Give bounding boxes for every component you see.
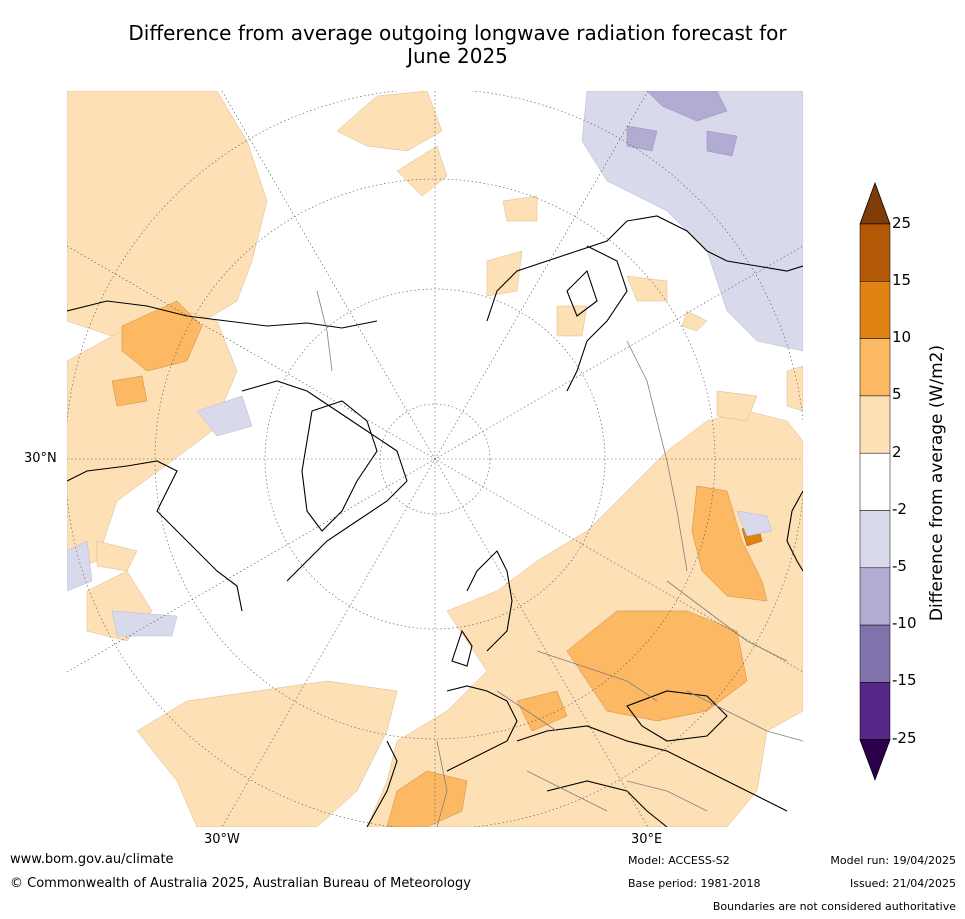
colorbar-segment xyxy=(859,281,891,339)
colorbar-segment xyxy=(859,223,891,282)
anomaly-5-10-positive xyxy=(111,300,768,827)
colorbar-segment xyxy=(859,338,891,397)
colorbar-title: Difference from average (W/m2) xyxy=(927,344,947,622)
colorbar-svg xyxy=(859,181,891,781)
chart-title: Difference from average outgoing longwav… xyxy=(120,22,795,68)
colorbar-tick-10: 10 xyxy=(892,328,912,346)
colorbar-tick-15: 15 xyxy=(892,271,912,289)
colorbar-segment xyxy=(859,395,891,454)
colorbar xyxy=(855,181,965,782)
map-svg xyxy=(67,91,803,827)
colorbar-tick-minus-10: -10 xyxy=(892,614,917,632)
colorbar-extend-top xyxy=(859,181,891,225)
lon-label-30w: 30°W xyxy=(204,832,240,847)
colorbar-extend-bottom xyxy=(859,739,891,781)
polar-map xyxy=(67,91,803,827)
footer-website: www.bom.gov.au/climate xyxy=(10,852,174,867)
footer-disclaimer: Boundaries are not considered authoritat… xyxy=(712,900,956,913)
colorbar-tick-25: 25 xyxy=(892,214,912,232)
colorbar-tick-minus-5: -5 xyxy=(892,557,907,575)
colorbar-segment xyxy=(859,567,891,626)
title-line-1: Difference from average outgoing longwav… xyxy=(128,21,787,45)
footer-model: Model: ACCESS-S2 xyxy=(628,854,730,867)
colorbar-tick-minus-15: -15 xyxy=(892,671,917,689)
colorbar-tick-2: 2 xyxy=(892,443,902,461)
title-line-2: June 2025 xyxy=(407,44,508,68)
colorbar-segments xyxy=(859,181,891,781)
coastlines xyxy=(67,215,803,827)
colorbar-segment xyxy=(859,452,891,511)
footer-copyright: © Commonwealth of Australia 2025, Austra… xyxy=(10,876,471,891)
colorbar-segment xyxy=(859,624,891,683)
colorbar-tick-minus-25: -25 xyxy=(892,729,917,747)
anomaly-minus-5-10 xyxy=(626,91,738,157)
footer-issued: Issued: 21/04/2025 xyxy=(849,877,956,890)
colorbar-segment xyxy=(859,510,891,569)
anomaly-minus-2-5 xyxy=(67,91,803,637)
colorbar-tick-minus-2: -2 xyxy=(892,500,907,518)
graticule xyxy=(67,91,803,827)
colorbar-tick-5: 5 xyxy=(892,385,902,403)
colorbar-segment xyxy=(859,682,891,740)
lat-label-30n: 30°N xyxy=(24,451,57,466)
footer-model-run: Model run: 19/04/2025 xyxy=(830,854,956,867)
footer-base-period: Base period: 1981-2018 xyxy=(628,877,761,890)
lon-label-30e: 30°E xyxy=(631,832,663,847)
